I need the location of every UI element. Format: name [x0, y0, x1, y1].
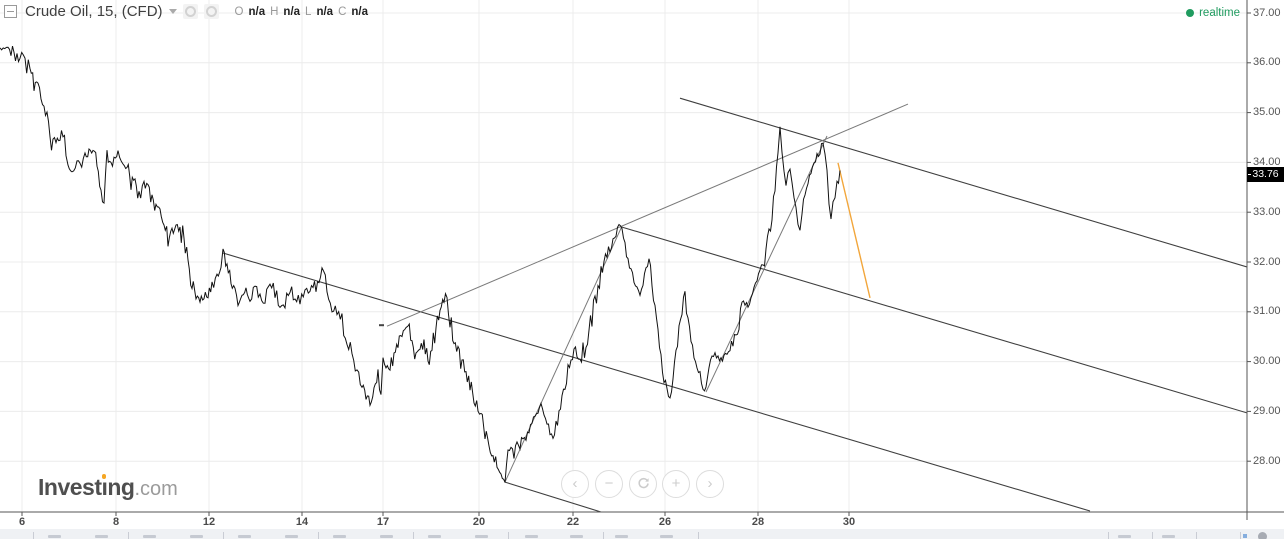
- zoom-out-button[interactable]: −: [595, 470, 623, 498]
- toolbar-separator: [318, 532, 319, 539]
- ohlc-open-value: n/a: [248, 6, 266, 18]
- toolbar-separator: [223, 532, 224, 539]
- gear-icon: [205, 6, 217, 17]
- toolbar-separator: [508, 532, 509, 539]
- collapse-icon[interactable]: [4, 5, 17, 18]
- bottom-toolbar-strip: [0, 529, 1284, 539]
- toolbar-separator: [413, 532, 414, 539]
- toolbar-item-cutoff: [475, 535, 488, 538]
- ohlc-low-key: L: [305, 6, 312, 18]
- ohlc-close-value: n/a: [351, 6, 369, 18]
- last-price-tag: 33.76: [1247, 167, 1284, 182]
- ohlc-open-key: O: [234, 6, 244, 18]
- toolbar-item-cutoff: [95, 535, 108, 538]
- toolbar-separator: [1240, 532, 1241, 539]
- toolbar-separator: [33, 532, 34, 539]
- toolbar-item-cutoff: [285, 535, 298, 538]
- toolbar-item-cutoff: [333, 535, 346, 538]
- zoom-in-button[interactable]: +: [662, 470, 690, 498]
- pan-right-button[interactable]: ›: [696, 470, 724, 498]
- time-tick-label: 8: [112, 516, 120, 528]
- toolbar-item-cutoff: [1118, 535, 1131, 538]
- toolbar-item-cutoff: [143, 535, 156, 538]
- ohlc-high-value: n/a: [283, 6, 301, 18]
- chevron-right-icon: ›: [707, 475, 713, 492]
- gear-icon: [184, 6, 196, 17]
- gear-icon[interactable]: [1258, 532, 1267, 539]
- price-tick-label: 33.00: [1253, 206, 1281, 218]
- time-tick-label: 12: [202, 516, 216, 528]
- price-tick-label: 35.00: [1253, 106, 1281, 118]
- price-tick-label: 29.00: [1253, 405, 1281, 417]
- time-tick-label: 28: [751, 516, 765, 528]
- time-tick-label: 14: [295, 516, 309, 528]
- toolbar-item-cutoff: [1162, 535, 1175, 538]
- toolbar-item-cutoff: [660, 535, 673, 538]
- realtime-indicator: realtime: [1186, 7, 1240, 19]
- toolbar-marker-icon: [1243, 534, 1247, 538]
- toolbar-item-cutoff: [190, 535, 203, 538]
- time-tick-label: 22: [566, 516, 580, 528]
- price-tick-label: 37.00: [1253, 7, 1281, 19]
- toolbar-separator: [603, 532, 604, 539]
- ohlc-high-key: H: [270, 6, 279, 18]
- refresh-button[interactable]: [629, 470, 657, 498]
- chevron-down-icon[interactable]: [168, 9, 177, 14]
- refresh-icon: [637, 477, 649, 489]
- toolbar-item-cutoff: [48, 535, 61, 538]
- plus-icon: +: [671, 475, 681, 492]
- toolbar-separator: [698, 532, 699, 539]
- minus-icon: −: [604, 475, 614, 492]
- price-tick-label: 28.00: [1253, 455, 1281, 467]
- toolbar-separator: [1196, 532, 1197, 539]
- chevron-left-icon: ‹: [572, 475, 578, 492]
- toolbar-separator: [128, 532, 129, 539]
- pan-left-button[interactable]: ‹: [561, 470, 589, 498]
- price-tick-label: 32.00: [1253, 256, 1281, 268]
- price-tick-label: 36.00: [1253, 56, 1281, 68]
- price-tick-label: 30.00: [1253, 355, 1281, 367]
- toolbar-item-cutoff: [570, 535, 583, 538]
- settings-icon[interactable]: [182, 4, 198, 19]
- toolbar-item-cutoff: [615, 535, 628, 538]
- toolbar-item-cutoff: [525, 535, 538, 538]
- time-tick-label: 6: [18, 516, 26, 528]
- toolbar-item-cutoff: [380, 535, 393, 538]
- toolbar-item-cutoff: [238, 535, 251, 538]
- ohlc-low-value: n/a: [316, 6, 334, 18]
- investing-logo: Investı ng.com: [38, 474, 178, 500]
- time-tick-label: 30: [842, 516, 856, 528]
- time-tick-label: 26: [658, 516, 672, 528]
- toolbar-separator: [1152, 532, 1153, 539]
- price-tick-label: 31.00: [1253, 305, 1281, 317]
- indicator-icon[interactable]: [203, 4, 219, 19]
- logo-orange-dot: [101, 474, 107, 479]
- price-tick-label: 34.00: [1253, 156, 1281, 168]
- time-tick-label: 17: [376, 516, 390, 528]
- realtime-dot-icon: [1186, 9, 1195, 17]
- time-tick-label: 20: [472, 516, 486, 528]
- realtime-label: realtime: [1199, 7, 1240, 19]
- symbol-title[interactable]: Crude Oil, 15, (CFD): [25, 3, 163, 20]
- ohlc-close-key: C: [338, 6, 347, 18]
- toolbar-separator: [1108, 532, 1109, 539]
- toolbar-item-cutoff: [428, 535, 441, 538]
